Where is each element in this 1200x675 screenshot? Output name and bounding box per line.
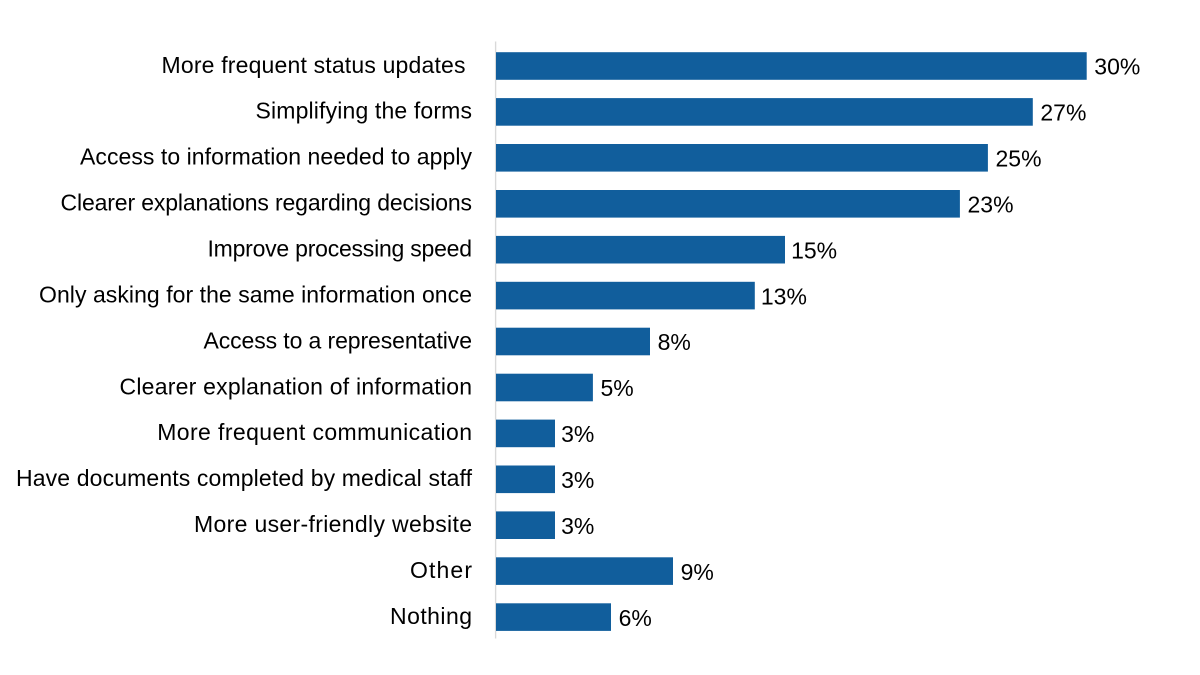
- svg-text:More frequent communication: More frequent communication: [157, 419, 472, 445]
- svg-text:More user-friendly website: More user-friendly website: [194, 511, 472, 537]
- svg-text:8%: 8%: [658, 329, 691, 355]
- svg-text:Improve processing speed: Improve processing speed: [208, 236, 473, 262]
- svg-text:Have documents completed by me: Have documents completed by medical staf…: [16, 465, 473, 491]
- svg-text:3%: 3%: [561, 467, 594, 493]
- svg-text:13%: 13%: [761, 283, 807, 309]
- svg-text:5%: 5%: [601, 375, 634, 401]
- svg-text:Access to a representative: Access to a representative: [204, 327, 473, 353]
- svg-text:More frequent status updates: More frequent status updates: [162, 52, 466, 78]
- svg-text:3%: 3%: [561, 513, 594, 539]
- svg-text:9%: 9%: [681, 559, 714, 585]
- svg-text:30%: 30%: [1094, 54, 1140, 80]
- svg-text:6%: 6%: [619, 605, 652, 631]
- svg-text:Simplifying the forms: Simplifying the forms: [256, 98, 473, 124]
- svg-text:27%: 27%: [1040, 100, 1086, 126]
- svg-text:Clearer explanation of informa: Clearer explanation of information: [120, 373, 473, 399]
- svg-text:Only asking for the same infor: Only asking for the same information onc…: [39, 281, 472, 307]
- svg-text:Other: Other: [410, 557, 472, 583]
- svg-text:Nothing: Nothing: [390, 603, 472, 629]
- svg-text:15%: 15%: [791, 237, 837, 263]
- svg-text:Access to information needed t: Access to information needed to apply: [80, 144, 473, 170]
- svg-text:25%: 25%: [996, 146, 1042, 172]
- svg-text:3%: 3%: [561, 421, 594, 447]
- svg-text:23%: 23%: [968, 192, 1014, 218]
- svg-text:Clearer explanations regarding: Clearer explanations regarding decisions: [61, 190, 473, 216]
